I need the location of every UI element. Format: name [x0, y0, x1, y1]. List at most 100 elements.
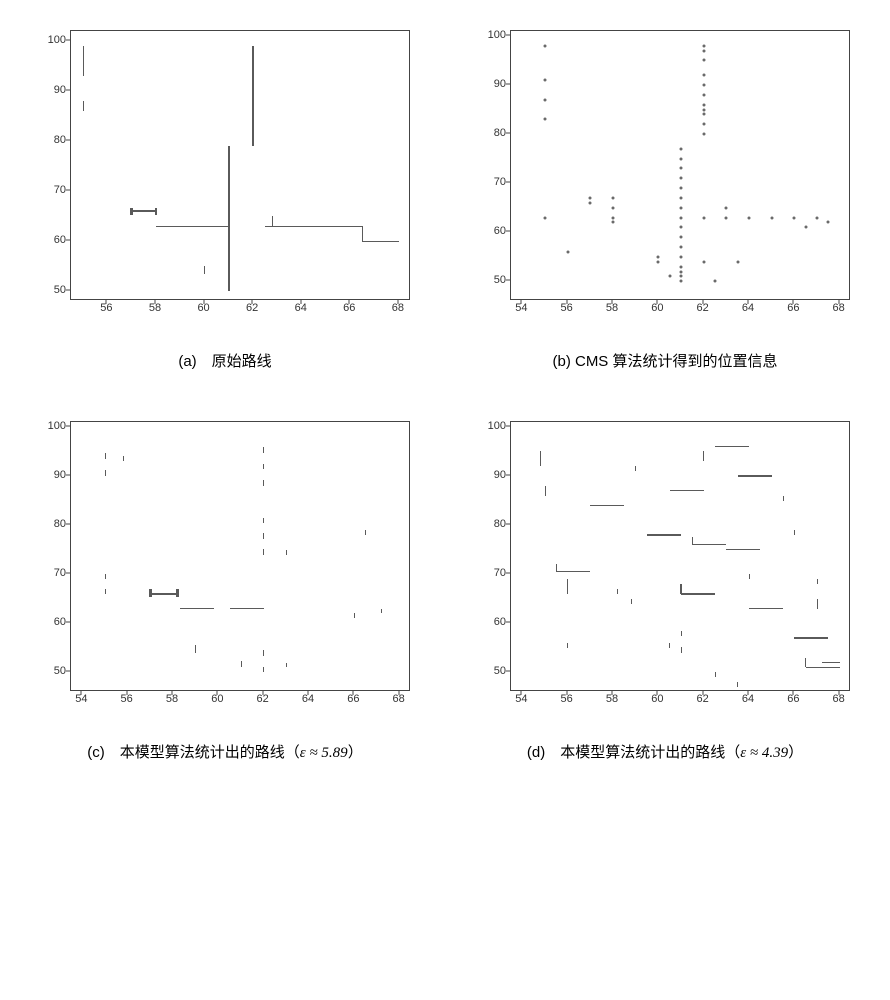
plot-b-area — [510, 30, 850, 300]
y-tick-label: 100 — [36, 34, 70, 46]
y-tick-label: 70 — [36, 184, 70, 196]
line-segment — [105, 589, 106, 594]
scatter-point — [702, 113, 705, 116]
line-segment — [681, 647, 682, 653]
line-segment — [149, 589, 152, 597]
panel-a: 565860626466685060708090100 (a) 原始路线 — [20, 20, 430, 371]
line-segment — [252, 46, 253, 146]
scatter-point — [702, 133, 705, 136]
caption-c-prefix: (c) 本模型算法统计出的路线（ — [87, 744, 300, 761]
x-tick-mark — [353, 691, 354, 695]
scatter-point — [680, 265, 683, 268]
scatter-point — [680, 246, 683, 249]
x-tick-mark — [702, 300, 703, 304]
y-tick-label: 80 — [476, 127, 510, 139]
x-tick-mark — [349, 300, 350, 304]
scatter-point — [612, 216, 615, 219]
line-segment — [817, 599, 818, 609]
plot-d-area — [510, 421, 850, 691]
scatter-point — [680, 275, 683, 278]
scatter-point — [589, 196, 592, 199]
scatter-point — [544, 79, 547, 82]
y-tick-label: 60 — [36, 616, 70, 628]
y-tick-mark — [506, 231, 510, 232]
scatter-point — [702, 74, 705, 77]
x-tick-mark — [397, 300, 398, 304]
plot-d-wrap: 54565860626466685060708090100 — [470, 411, 860, 721]
y-tick-label: 50 — [36, 284, 70, 296]
line-segment — [362, 241, 398, 242]
x-tick-mark — [203, 300, 204, 304]
line-segment — [738, 475, 772, 477]
line-segment — [783, 496, 784, 501]
line-segment — [105, 574, 106, 579]
scatter-point — [544, 44, 547, 47]
y-tick-mark — [506, 622, 510, 623]
caption-c-eps: ε ≈ 5.89 — [300, 745, 348, 761]
x-tick-mark — [748, 300, 749, 304]
line-segment — [669, 643, 670, 648]
scatter-point — [566, 250, 569, 253]
line-segment — [155, 208, 158, 215]
x-tick-mark — [793, 300, 794, 304]
line-segment — [176, 589, 179, 597]
scatter-point — [680, 196, 683, 199]
scatter-point — [544, 216, 547, 219]
line-segment — [715, 672, 716, 677]
x-tick-mark — [81, 691, 82, 695]
scatter-point — [680, 226, 683, 229]
scatter-point — [680, 147, 683, 150]
scatter-point — [804, 226, 807, 229]
y-tick-label: 90 — [36, 84, 70, 96]
caption-b: (b) CMS 算法统计得到的位置信息 — [552, 350, 777, 371]
scatter-point — [770, 216, 773, 219]
scatter-point — [680, 157, 683, 160]
scatter-point — [793, 216, 796, 219]
line-segment — [680, 584, 682, 594]
scatter-point — [827, 221, 830, 224]
x-tick-mark — [172, 691, 173, 695]
y-tick-mark — [506, 524, 510, 525]
x-tick-mark — [262, 691, 263, 695]
line-segment — [703, 451, 704, 461]
scatter-point — [589, 201, 592, 204]
line-segment — [794, 530, 795, 535]
scatter-point — [680, 187, 683, 190]
panel-b: 54565860626466685060708090100 (b) CMS 算法… — [460, 20, 870, 371]
line-segment — [794, 637, 828, 639]
y-tick-label: 60 — [476, 616, 510, 628]
caption-c: (c) 本模型算法统计出的路线（ε ≈ 5.89） — [87, 741, 362, 762]
scatter-point — [725, 206, 728, 209]
scatter-point — [612, 196, 615, 199]
y-tick-label: 50 — [476, 274, 510, 286]
line-segment — [806, 667, 840, 669]
scatter-point — [680, 280, 683, 283]
line-segment — [263, 650, 264, 656]
y-tick-mark — [506, 182, 510, 183]
figure-grid: 565860626466685060708090100 (a) 原始路线 545… — [20, 20, 870, 762]
line-segment — [647, 534, 681, 536]
y-tick-label: 80 — [476, 518, 510, 530]
line-segment — [83, 46, 84, 76]
x-tick-mark — [838, 300, 839, 304]
line-segment — [749, 608, 783, 610]
y-tick-mark — [66, 140, 70, 141]
scatter-point — [680, 177, 683, 180]
line-segment — [635, 466, 636, 471]
scatter-point — [680, 255, 683, 258]
line-segment — [105, 470, 106, 476]
x-tick-mark — [793, 691, 794, 695]
scatter-point — [748, 216, 751, 219]
y-tick-mark — [506, 671, 510, 672]
line-segment — [681, 593, 715, 595]
scatter-point — [702, 49, 705, 52]
y-tick-mark — [506, 84, 510, 85]
y-tick-label: 80 — [36, 518, 70, 530]
line-segment — [150, 593, 177, 596]
line-segment — [567, 643, 568, 648]
y-tick-mark — [506, 280, 510, 281]
scatter-point — [544, 98, 547, 101]
scatter-point — [680, 167, 683, 170]
x-tick-mark — [612, 691, 613, 695]
y-tick-label: 90 — [36, 469, 70, 481]
